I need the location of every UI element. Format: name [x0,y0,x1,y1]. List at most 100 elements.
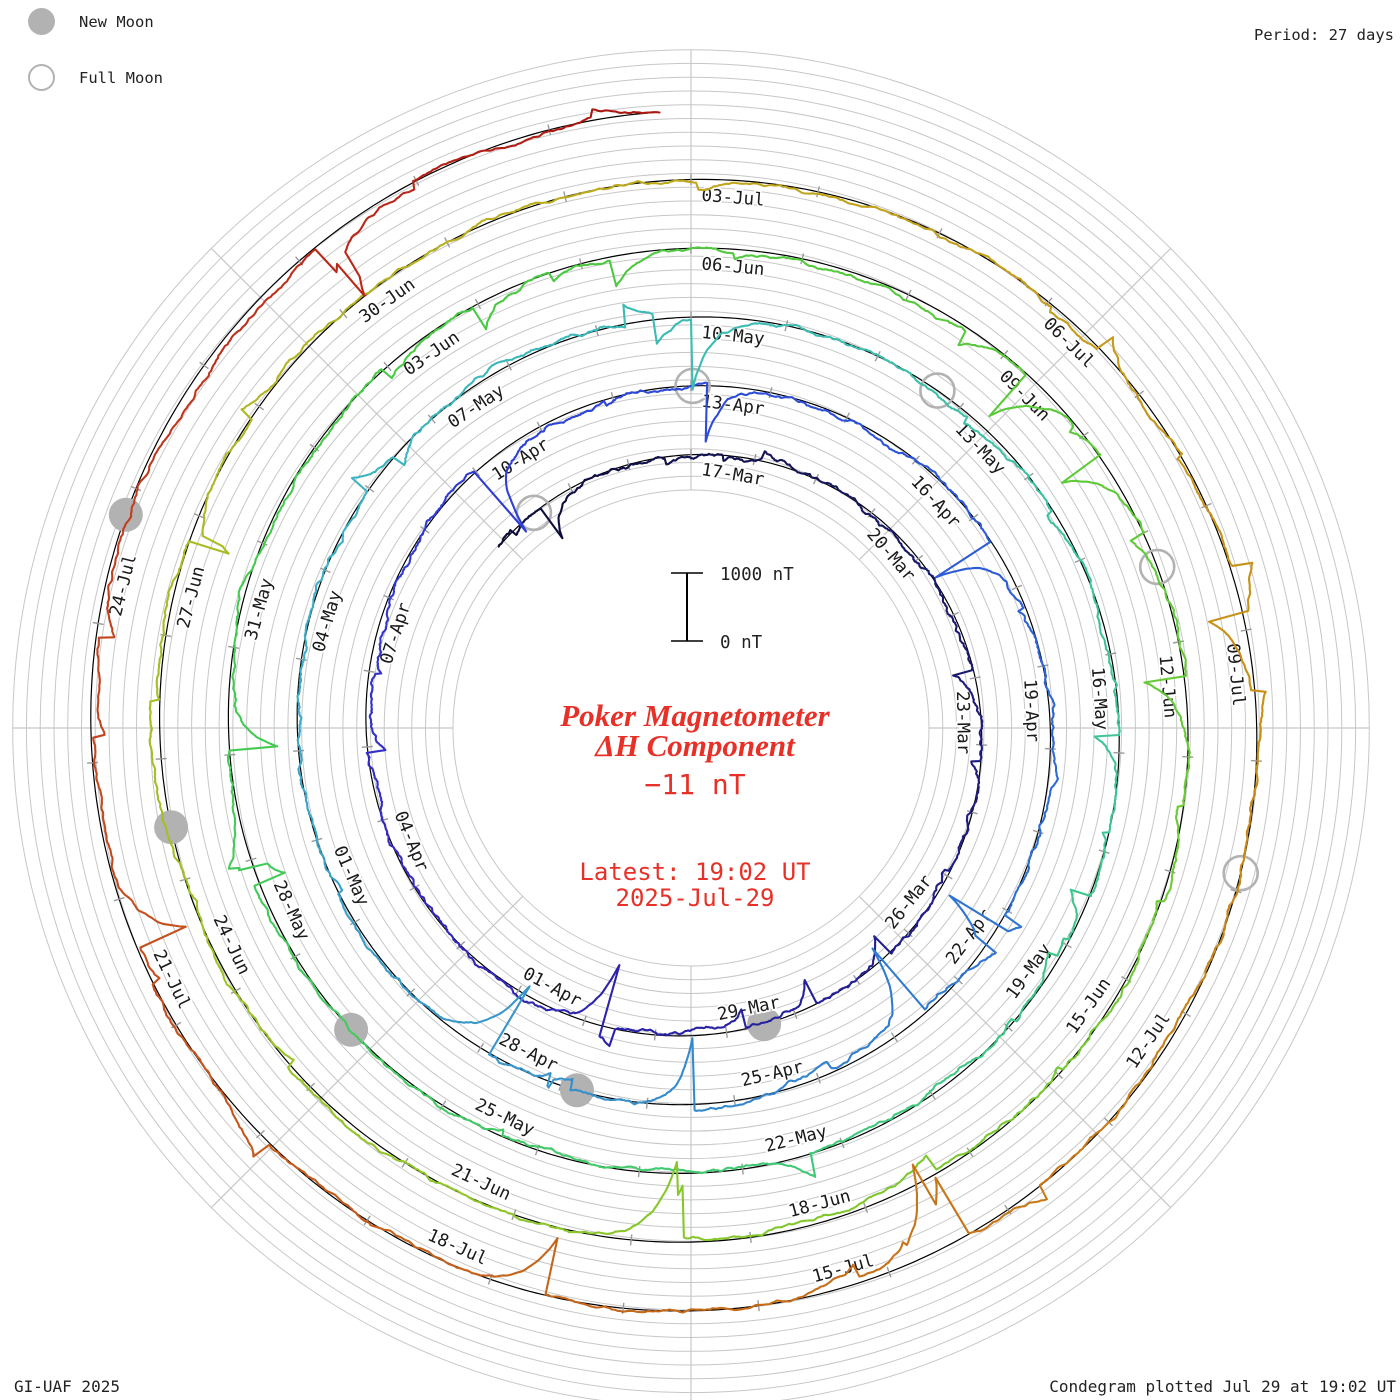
trace-segment [578,248,690,288]
trace-segment [749,1200,865,1238]
day-tick [942,872,953,880]
day-tick [364,484,375,493]
trace-segment [210,262,303,372]
trace-segment [689,381,771,443]
trace-segment [391,306,488,378]
trace-segment [954,408,1029,476]
trace-segment [988,353,1081,438]
trace-segment [1054,980,1131,1073]
trace-segment [314,368,394,453]
date-label: 17-Mar [700,460,766,490]
trace-segment [1128,871,1175,983]
trace-segment [490,1237,624,1313]
day-tick [1002,907,1013,914]
trace-segment [735,1067,818,1107]
trace-segment [458,945,517,996]
trace-segment [151,758,188,881]
day-tick [361,745,373,748]
trace-segment [937,235,1048,305]
date-label: 19-Apr [1019,679,1042,743]
trace-segment [353,923,412,996]
trace-segment [497,524,521,548]
trace-segment [341,240,448,315]
trace-segment [626,455,691,469]
trace-segment [136,369,213,491]
trace-segment [1060,435,1144,532]
day-tick [199,361,209,370]
legend-new-moon: New Moon [28,8,154,35]
trace-segment [316,840,356,926]
day-tick [815,1072,821,1084]
trace-segment [233,990,310,1091]
trace-segment [541,399,615,433]
trace-segment [252,312,345,404]
trace-segment [1171,755,1191,874]
day-tick [193,512,205,519]
trace-segment [743,1140,845,1178]
trace-segment [365,744,387,822]
trace-segment [689,180,819,195]
trace-segment [512,1214,634,1235]
day-tick [966,1147,974,1158]
plot-title-line1: Poker Magnetometer [560,698,830,733]
day-tick [1113,751,1125,754]
trace-segment [844,419,917,462]
radial-gridline [858,895,1172,1209]
trace-segment [307,1088,407,1164]
trace-segment [612,384,693,402]
day-tick [1182,755,1194,758]
day-tick [113,896,125,902]
day-tick [733,1095,736,1107]
trace-segment [783,323,878,356]
baseline-spiral [90,111,1258,1312]
day-tick [471,467,481,477]
day-tick [1061,941,1072,949]
current-value: −11 nT [644,768,746,801]
date-label: 24-Jun [209,912,254,978]
trace-segment [1129,529,1181,643]
trace-segment [262,449,317,548]
magnetometer-trace [92,108,1267,1314]
day-tick [245,857,257,862]
day-tick [477,1042,485,1053]
day-tick [968,513,979,522]
day-tick [536,421,543,433]
day-tick [1044,297,1053,307]
new-moon-label: New Moon [79,12,154,31]
trace-segment [855,933,911,981]
trace-segment [1181,890,1239,1013]
trace-segment [648,1037,738,1113]
day-tick [256,540,268,546]
trace-segment [724,1008,795,1030]
day-tick [581,1015,587,1027]
trace-segment [539,1146,643,1172]
trace-segment [593,303,691,345]
trace-segment [875,353,957,412]
trace-segment [1078,557,1110,654]
trace-segment [970,743,983,813]
trace-segment [162,516,230,637]
trace-segment [503,329,596,363]
trace-segment [949,615,974,682]
trace-segment [1038,747,1060,834]
day-tick [1134,390,1145,399]
scale-bar-bottom-label: 0 nT [720,633,763,653]
trace-segment [233,545,265,651]
day-tick [254,402,265,411]
trace-segment [885,1163,1011,1266]
trace-segment [930,1022,1009,1092]
full-moon-icon [28,64,55,91]
date-label: 25-May [472,1095,538,1140]
trace-segment [913,559,952,618]
scale-bar-labels: 1000 nT 0 nT [720,565,794,653]
day-tick [862,1202,869,1213]
day-tick [290,952,301,960]
day-tick [839,1137,845,1149]
date-label: 10-Apr [489,435,553,486]
trace-segment [1093,651,1121,752]
scale-bar-top-label: 1000 nT [720,565,794,585]
trace-segment [1008,1121,1110,1214]
trace-segment [867,512,916,562]
trace-segment [1107,1010,1184,1124]
day-tick [363,669,375,673]
